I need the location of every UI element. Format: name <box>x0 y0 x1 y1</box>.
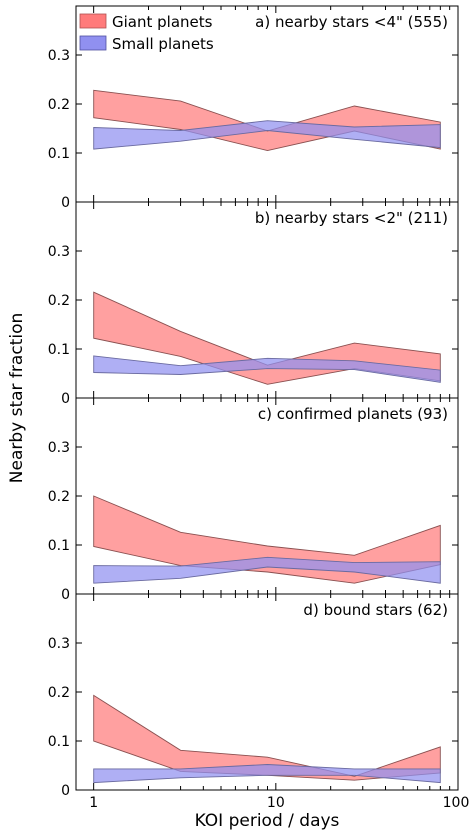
y-tick-label: 0.2 <box>48 293 70 309</box>
panel-title-3: c) confirmed planets (93) <box>258 405 448 423</box>
y-tick-label: 0 <box>61 195 70 211</box>
y-axis-label: Nearby star fraction <box>7 313 27 483</box>
band-small-panel-3 <box>93 556 441 584</box>
band-small-panel-1 <box>93 120 441 150</box>
y-tick-label: 0.2 <box>48 97 70 113</box>
legend-swatch-giant <box>79 13 107 29</box>
panel-4: 0 0.1 0.2 0.3 d) bound stars (62) <box>48 593 459 799</box>
legend-swatch-small <box>79 35 107 51</box>
x-tick-label: 10 <box>267 795 285 811</box>
panels: 00.10.20.3a) nearby stars <4" (555)00.10… <box>48 5 470 811</box>
y-tick-label: 0.3 <box>48 636 70 652</box>
legend: Giant planets Small planets <box>79 13 214 53</box>
band-small-panel-4 <box>93 764 441 784</box>
legend-label-giant: Giant planets <box>112 13 213 31</box>
y-tick-label: 0 <box>61 391 70 407</box>
x-tick-label: 1 <box>89 795 98 811</box>
panel-2: 0 0.1 0.2 0.3 b) nearby stars <2" (211) <box>48 201 459 407</box>
y-tick-label: 0.3 <box>48 244 70 260</box>
x-axis-label: KOI period / days <box>195 811 340 831</box>
band-small-panel-2 <box>93 355 441 383</box>
panel-title-1: a) nearby stars <4" (555) <box>255 13 448 31</box>
band-giant-panel-1 <box>93 89 441 152</box>
y-tick-label: 0.1 <box>48 146 70 162</box>
y-tick-label: 0.3 <box>48 48 70 64</box>
panel-title-2: b) nearby stars <2" (211) <box>255 209 448 227</box>
y-tick-label: 0.2 <box>48 489 70 505</box>
y-tick-label: 0 <box>61 587 70 603</box>
y-tick-label: 0.3 <box>48 440 70 456</box>
x-tick-label: 100 <box>443 795 470 811</box>
y-tick-label: 0.2 <box>48 685 70 701</box>
y-tick-label: 0.1 <box>48 734 70 750</box>
y-tick-label: 0.1 <box>48 538 70 554</box>
legend-label-small: Small planets <box>112 35 214 53</box>
panel-title-4: d) bound stars (62) <box>303 601 448 619</box>
panel-1: 0 0.1 0.2 0.3 a) nearby stars <4" (555) <box>48 5 459 211</box>
panel-3: 0 0.1 0.2 0.3 c) confirmed planets (93) <box>48 397 459 603</box>
y-tick-label: 0 <box>61 783 70 799</box>
y-tick-label: 0.1 <box>48 342 70 358</box>
